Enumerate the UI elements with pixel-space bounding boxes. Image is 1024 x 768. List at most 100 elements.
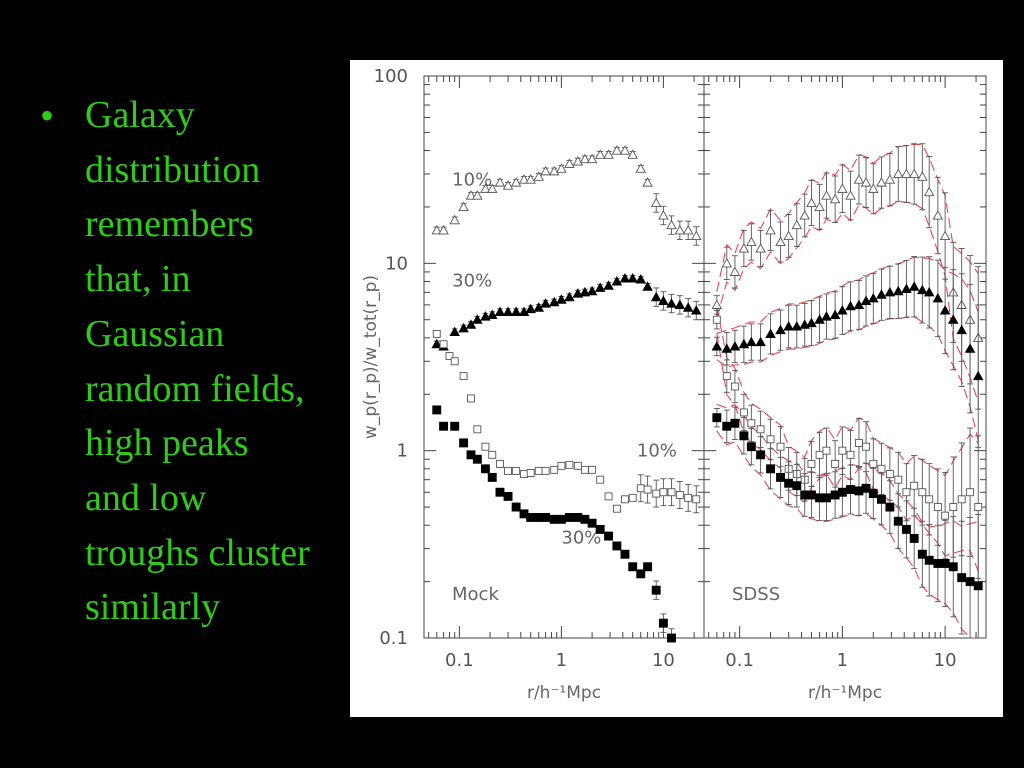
open-square-point [496, 459, 504, 468]
open-triangle-point [806, 197, 817, 208]
filled-square-point [565, 513, 574, 522]
y-tick-label: 1 [397, 441, 408, 462]
open-triangle-point [586, 153, 598, 164]
model-curve [716, 315, 979, 441]
filled-square-point [739, 431, 749, 441]
open-triangle-point [465, 190, 477, 200]
open-triangle-point [917, 171, 928, 181]
filled-triangle-point [884, 286, 896, 297]
open-square-point [520, 470, 528, 479]
panel-name: SDSS [732, 584, 780, 605]
filled-triangle-point [939, 305, 951, 315]
open-triangle-point [799, 210, 810, 220]
open-square-point [481, 442, 490, 451]
filled-triangle-point [449, 326, 460, 337]
open-square-point [488, 450, 497, 459]
filled-triangle-point [548, 296, 560, 307]
filled-square-point [667, 633, 676, 643]
filled-triangle-point [594, 282, 606, 292]
open-square-point [473, 425, 482, 434]
filled-square-point [604, 531, 614, 541]
series-annotation: 30% [561, 527, 601, 548]
filled-square-point [973, 581, 983, 591]
filled-triangle-point [901, 283, 912, 293]
open-triangle-point [729, 266, 741, 276]
filled-square-point [511, 502, 521, 512]
filled-triangle-point [642, 281, 653, 291]
open-triangle-point [821, 190, 832, 200]
filled-square-point [784, 478, 794, 488]
open-triangle-point [783, 230, 794, 241]
filled-square-point [450, 421, 460, 431]
filled-square-point [746, 442, 756, 452]
open-triangle-point [908, 168, 920, 179]
filled-triangle-point [431, 338, 443, 349]
open-triangle-point [711, 299, 723, 309]
filled-square-point [885, 502, 895, 512]
open-square-point [667, 488, 676, 497]
open-square-point [756, 425, 765, 434]
open-triangle-point [837, 183, 848, 193]
model-curve [716, 306, 979, 477]
filled-square-point [917, 549, 927, 559]
filled-square-point [587, 518, 597, 528]
open-triangle-point [502, 180, 514, 190]
filled-square-point [766, 464, 776, 474]
filled-square-point [957, 573, 967, 583]
filled-square-point [948, 562, 958, 572]
filled-square-point [756, 450, 766, 460]
open-square-point [628, 493, 637, 502]
open-triangle-point [860, 177, 872, 187]
filled-square-point [940, 559, 950, 568]
open-triangle-point [845, 190, 856, 200]
filled-square-point [459, 438, 469, 448]
open-square-point [894, 475, 903, 484]
filled-square-point [837, 487, 847, 497]
open-triangle-point [486, 183, 498, 193]
open-triangle-point [775, 236, 786, 247]
open-square-point [807, 459, 816, 468]
open-square-point [822, 446, 831, 455]
open-triangle-point [765, 224, 776, 235]
filled-triangle-point [791, 321, 803, 331]
filled-triangle-point [893, 285, 904, 296]
open-square-point [504, 466, 513, 475]
filled-triangle-point [691, 305, 702, 315]
open-square-point [557, 461, 566, 470]
filled-triangle-point [586, 285, 598, 296]
open-square-point [588, 465, 597, 474]
filled-triangle-point [876, 289, 887, 299]
filled-triangle-point [868, 292, 879, 303]
filled-square-point [901, 524, 911, 534]
open-square-point [684, 493, 693, 502]
open-square-point [439, 340, 448, 349]
filled-square-point [792, 481, 802, 491]
filled-square-point [861, 483, 871, 493]
filled-square-point [526, 513, 536, 522]
model-curve [716, 200, 979, 403]
filled-square-point [965, 577, 975, 587]
filled-triangle-point [486, 309, 498, 320]
open-square-point [675, 491, 684, 499]
filled-triangle-point [579, 286, 591, 297]
filled-triangle-point [458, 322, 469, 333]
filled-square-point [909, 533, 919, 543]
x-tick-label: 0.1 [445, 650, 474, 671]
open-square-point [534, 466, 543, 475]
open-triangle-point [721, 257, 733, 268]
open-square-point [512, 466, 521, 475]
open-square-point [838, 446, 847, 455]
open-triangle-point [548, 165, 560, 176]
filled-triangle-point [908, 281, 920, 291]
open-triangle-point [755, 243, 766, 253]
filled-triangle-point [755, 336, 766, 347]
open-triangle-point [868, 183, 879, 193]
filled-triangle-point [658, 295, 669, 305]
panel-name: Mock [452, 584, 499, 605]
open-square-point [902, 488, 911, 497]
open-triangle-point [658, 210, 669, 220]
open-square-point [604, 492, 613, 501]
open-triangle-point [932, 210, 944, 220]
filled-square-point [432, 405, 442, 415]
bullet-marker: • [40, 93, 55, 138]
